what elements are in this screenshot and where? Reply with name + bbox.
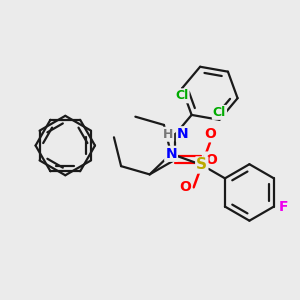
Text: O: O xyxy=(179,180,191,194)
Text: Cl: Cl xyxy=(213,106,226,119)
Text: N: N xyxy=(165,147,177,161)
Text: S: S xyxy=(196,158,207,172)
Text: H: H xyxy=(163,128,173,141)
Text: O: O xyxy=(205,152,217,167)
Text: Cl: Cl xyxy=(175,89,189,102)
Text: N: N xyxy=(177,127,189,141)
Text: F: F xyxy=(279,200,288,214)
Text: O: O xyxy=(204,127,216,141)
